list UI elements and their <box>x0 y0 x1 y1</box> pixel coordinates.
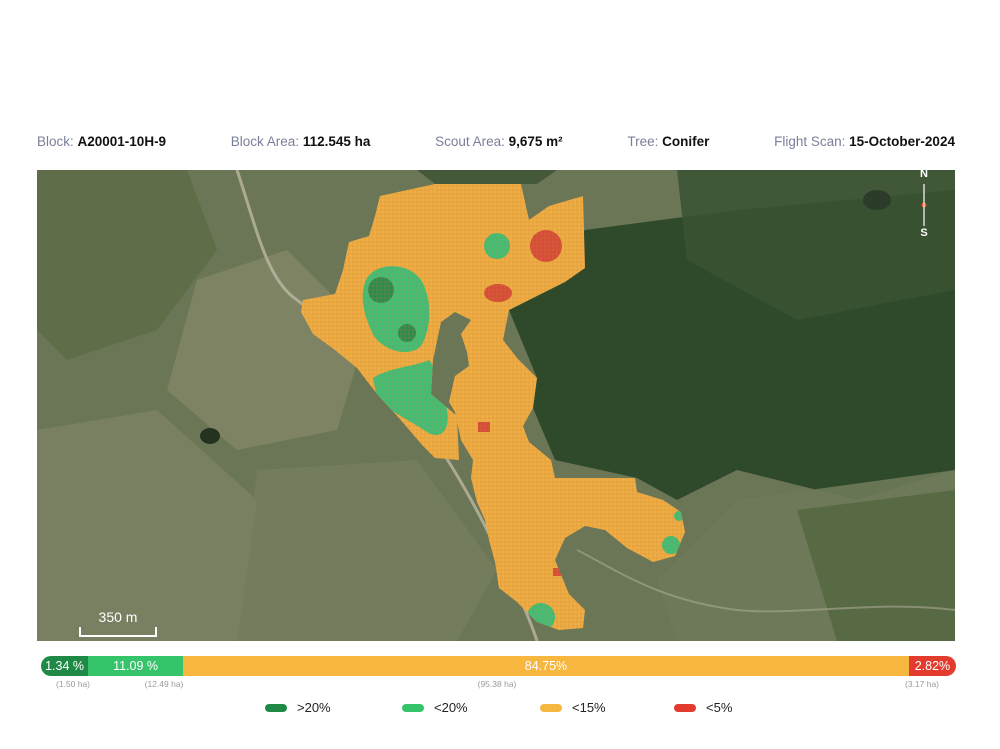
pond <box>863 190 891 210</box>
block-area-label: Block Area: <box>230 133 303 149</box>
pond <box>200 428 220 444</box>
scale-bar: 350 m <box>78 609 158 637</box>
block-info-bar: Block: A20001-10H-9 Block Area: 112.545 … <box>37 131 955 151</box>
legend-label: <20% <box>434 700 468 715</box>
distribution-segment-lt5: 2.82% <box>908 656 956 676</box>
segment-area: (95.38 ha) <box>477 679 517 689</box>
tree-type: Tree: Conifer <box>627 134 709 149</box>
segment-area: (12.49 ha) <box>144 679 184 689</box>
forest-patch <box>797 490 955 641</box>
segment-area: (3.17 ha) <box>904 679 940 689</box>
legend-swatch <box>674 703 696 712</box>
map-canvas <box>37 170 955 641</box>
health-distribution-bar: 1.34 % 11.09 % 84.75% 2.82% <box>41 656 956 676</box>
segment-percent: 1.34 % <box>45 659 84 673</box>
block-area: Block Area: 112.545 ha <box>231 134 371 149</box>
compass-south-label: S <box>920 227 928 239</box>
flight-scan-value: 15-October-2024 <box>849 133 955 149</box>
forest-patch <box>37 170 217 360</box>
compass-north-label: N <box>920 168 928 180</box>
trail <box>576 549 955 613</box>
segment-percent: 2.82% <box>914 659 951 673</box>
scale-bar-line <box>79 627 157 637</box>
flight-scan-date: Flight Scan: 15-October-2024 <box>774 134 955 149</box>
legend-swatch <box>540 703 562 712</box>
flight-scan-label: Flight Scan: <box>774 133 850 149</box>
tree-type-label: Tree: <box>627 133 663 149</box>
block-id-value: A20001-10H-9 <box>77 133 167 149</box>
segment-percent: 84.75% <box>524 659 568 673</box>
scout-area: Scout Area: 9,675 m² <box>435 134 563 149</box>
legend-item-lt20: <20% <box>402 700 468 715</box>
legend-swatch <box>402 703 424 712</box>
scout-area-value: 9,675 m² <box>508 133 563 149</box>
compass-icon: N S <box>914 168 934 240</box>
legend-item-gt20: >20% <box>265 700 331 715</box>
segment-percent: 11.09 % <box>113 659 159 673</box>
block-id: Block: A20001-10H-9 <box>37 134 166 149</box>
satellite-map[interactable] <box>37 170 955 641</box>
legend-swatch <box>265 703 287 712</box>
legend-item-lt15: <15% <box>540 700 606 715</box>
scale-label: 350 m <box>98 609 138 625</box>
tree-type-value: Conifer <box>662 133 710 149</box>
legend-label: <15% <box>572 700 606 715</box>
scout-area-label: Scout Area: <box>435 133 509 149</box>
distribution-area-labels: (1.50 ha) (12.49 ha) (95.38 ha) (3.17 ha… <box>41 679 956 691</box>
distribution-segment-lt20: 11.09 % <box>88 656 184 676</box>
clearing-patch <box>37 410 257 641</box>
legend: >20% <20% <15% <5% <box>0 700 1000 720</box>
distribution-segment-lt15: 84.75% <box>183 656 909 676</box>
segment-area: (1.50 ha) <box>55 679 91 689</box>
block-id-label: Block: <box>37 133 78 149</box>
legend-label: >20% <box>297 700 331 715</box>
distribution-segment-gt20: 1.34 % <box>41 656 89 676</box>
block-area-value: 112.545 ha <box>302 133 371 149</box>
legend-item-lt5: <5% <box>674 700 732 715</box>
clearing-patch <box>237 460 497 641</box>
legend-label: <5% <box>706 700 733 715</box>
forest-patch <box>417 170 557 184</box>
